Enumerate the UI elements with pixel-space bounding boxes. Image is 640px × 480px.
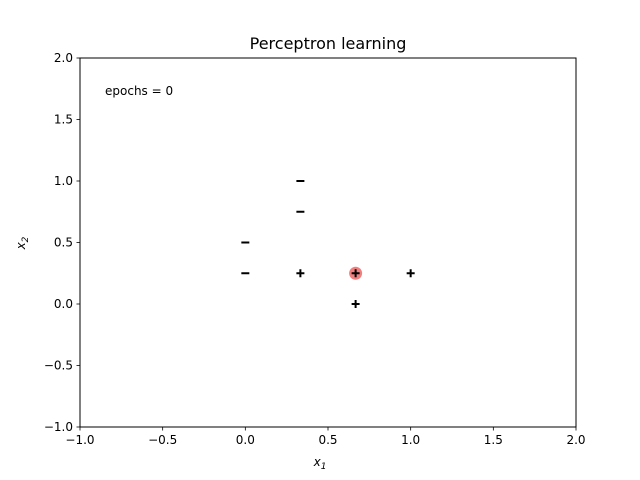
chart-marks: [241, 180, 415, 308]
y-tick-label-1: −0.5: [44, 359, 73, 373]
y-tick-label-5: 1.5: [54, 113, 73, 127]
x-tick-label-0: −1.0: [65, 433, 94, 447]
positive-point-0: [296, 269, 305, 278]
y-tick-label-4: 1.0: [54, 174, 73, 188]
chart-title: Perceptron learning: [250, 34, 407, 53]
x-tick-label-4: 1.0: [401, 433, 420, 447]
x-tick-label-3: 0.5: [318, 433, 337, 447]
x-tick-label-6: 2.0: [566, 433, 585, 447]
x-axis-label: x1: [313, 455, 327, 472]
y-tick-label-0: −1.0: [44, 420, 73, 434]
positive-point-2: [406, 269, 415, 278]
x-tick-label-5: 1.5: [484, 433, 503, 447]
x-tick-label-2: 0.0: [236, 433, 255, 447]
positive-point-3: [351, 300, 360, 308]
y-axis-label: x2: [14, 236, 31, 250]
x-axis: −1.0 −0.5 0.0 0.5 1.0 1.5 2.0: [65, 427, 586, 447]
y-axis: −1.0 −0.5 0.0 0.5 1.0 1.5 2.0: [44, 51, 80, 434]
x-tick-label-1: −0.5: [148, 433, 177, 447]
y-tick-label-2: 0.0: [54, 297, 73, 311]
positive-point-1: [351, 269, 360, 278]
y-tick-label-3: 0.5: [54, 236, 73, 250]
epochs-annotation: epochs = 0: [105, 84, 173, 98]
y-tick-label-6: 2.0: [54, 51, 73, 65]
